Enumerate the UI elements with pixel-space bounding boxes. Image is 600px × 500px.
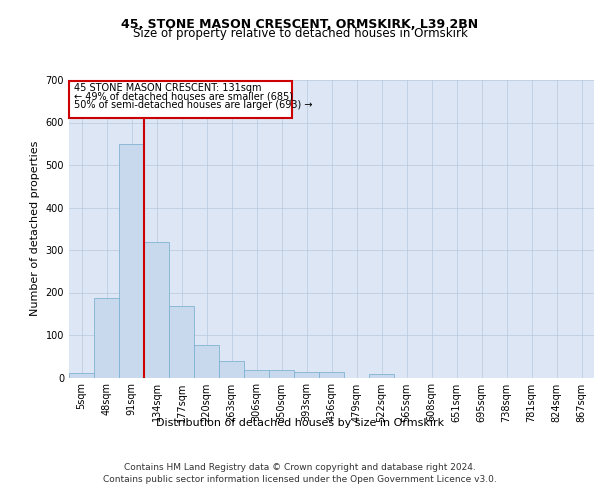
Bar [319,372,344,378]
Text: 45, STONE MASON CRESCENT, ORMSKIRK, L39 2BN: 45, STONE MASON CRESCENT, ORMSKIRK, L39 … [121,18,479,30]
Bar [119,144,144,378]
Bar [169,306,194,378]
Bar [94,298,119,378]
Text: ← 49% of detached houses are smaller (685): ← 49% of detached houses are smaller (68… [74,92,293,102]
Text: Size of property relative to detached houses in Ormskirk: Size of property relative to detached ho… [133,28,467,40]
Bar [294,372,319,378]
Bar [194,345,219,378]
Bar [269,370,294,378]
Bar [219,360,244,378]
Bar [69,373,94,378]
Y-axis label: Number of detached properties: Number of detached properties [30,141,40,316]
Text: Contains public sector information licensed under the Open Government Licence v3: Contains public sector information licen… [103,476,497,484]
Bar [244,370,269,378]
Text: Distribution of detached houses by size in Ormskirk: Distribution of detached houses by size … [156,418,444,428]
FancyBboxPatch shape [69,82,292,118]
Text: 50% of semi-detached houses are larger (693) →: 50% of semi-detached houses are larger (… [74,100,313,110]
Text: Contains HM Land Registry data © Crown copyright and database right 2024.: Contains HM Land Registry data © Crown c… [124,463,476,472]
Bar [144,242,169,378]
Bar [369,374,394,378]
Text: 45 STONE MASON CRESCENT: 131sqm: 45 STONE MASON CRESCENT: 131sqm [74,84,262,94]
